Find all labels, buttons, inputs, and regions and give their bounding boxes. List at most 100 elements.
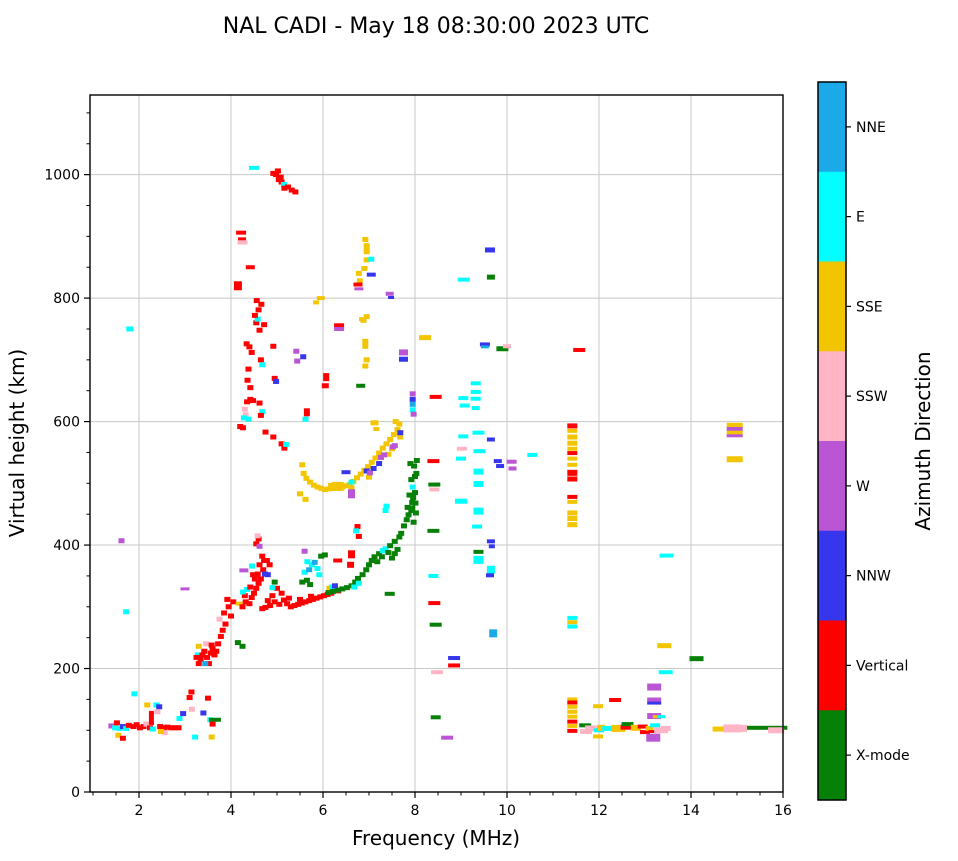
- data-point: [309, 596, 316, 602]
- data-point: [384, 591, 395, 596]
- colorbar-tick-label: SSW: [856, 389, 888, 405]
- data-point: [239, 643, 246, 649]
- data-point: [250, 398, 257, 404]
- data-point: [208, 717, 221, 722]
- data-point: [334, 587, 341, 593]
- data-point: [149, 726, 156, 732]
- data-point: [411, 474, 418, 480]
- data-point: [186, 695, 193, 701]
- data-point: [283, 441, 290, 447]
- data-point: [208, 734, 215, 740]
- colorbar-tick-label: X-mode: [856, 748, 910, 764]
- data-point: [352, 579, 359, 585]
- gridlines: [90, 95, 784, 793]
- data-point: [176, 716, 183, 722]
- data-point: [567, 434, 578, 440]
- data-point: [222, 621, 229, 627]
- data-point: [647, 697, 662, 703]
- data-point: [579, 723, 592, 728]
- data-point: [278, 590, 285, 596]
- data-point: [239, 604, 246, 610]
- data-point: [356, 383, 366, 388]
- data-point: [192, 734, 199, 740]
- data-point: [158, 728, 165, 734]
- x-tick-label: 6: [319, 803, 328, 819]
- data-point: [567, 723, 578, 728]
- data-point: [207, 650, 214, 656]
- data-point: [273, 378, 280, 384]
- data-point: [726, 456, 743, 463]
- y-tick-label: 200: [53, 662, 80, 678]
- data-point: [368, 557, 375, 563]
- data-point: [259, 553, 266, 559]
- data-point: [363, 314, 370, 320]
- data-point: [567, 499, 578, 504]
- data-point: [225, 604, 232, 610]
- colorbar-tick-label: E: [856, 210, 865, 226]
- data-point: [241, 593, 248, 599]
- data-point: [359, 572, 366, 578]
- data-point: [116, 725, 123, 731]
- data-point: [373, 426, 380, 431]
- data-point: [239, 589, 246, 595]
- data-point: [567, 714, 578, 719]
- data-point: [298, 600, 305, 606]
- data-point: [299, 462, 306, 468]
- data-point: [311, 559, 318, 565]
- colorbar-segment: [818, 171, 846, 262]
- data-point: [264, 572, 271, 578]
- colorbar-segment: [818, 82, 846, 173]
- data-point: [255, 536, 262, 542]
- data-point: [431, 670, 444, 675]
- data-point: [429, 622, 442, 627]
- data-point: [458, 434, 469, 439]
- data-point: [123, 609, 130, 615]
- data-point: [300, 354, 307, 360]
- data-point: [363, 257, 370, 263]
- data-point: [376, 461, 383, 467]
- data-point: [496, 464, 505, 469]
- data-point: [484, 247, 495, 253]
- data-point: [302, 496, 309, 502]
- data-point: [567, 423, 578, 429]
- x-tick-label: 2: [135, 803, 144, 819]
- data-point: [397, 430, 404, 436]
- data-point: [412, 510, 419, 516]
- data-point: [353, 528, 360, 534]
- data-point: [318, 553, 325, 559]
- data-point: [227, 613, 234, 619]
- data-point: [370, 420, 379, 426]
- data-point: [409, 505, 416, 511]
- colorbar-segment: [818, 261, 846, 352]
- data-point: [342, 483, 349, 489]
- data-point: [620, 724, 633, 730]
- data-point: [242, 599, 249, 605]
- plot-frame: [89, 94, 784, 793]
- data-point: [224, 596, 231, 602]
- data-point: [768, 727, 785, 734]
- data-point: [355, 580, 362, 586]
- data-point: [354, 524, 361, 530]
- colorbar-segment: [818, 620, 846, 711]
- colorbar-segment: [818, 351, 846, 442]
- x-axis-ticks: 2 4 6 8 10 12 14 16: [92, 792, 792, 819]
- data-point: [274, 168, 281, 174]
- data-point: [175, 725, 182, 731]
- data-point: [410, 411, 417, 417]
- data-point: [314, 566, 321, 572]
- data-point: [126, 326, 134, 332]
- data-point: [385, 451, 392, 457]
- data-point: [280, 597, 287, 603]
- data-point: [368, 256, 375, 262]
- data-point: [567, 451, 578, 456]
- data-point: [396, 421, 403, 427]
- data-point: [362, 338, 369, 349]
- data-point: [271, 375, 278, 381]
- colorbar-tick-label: NNE: [856, 120, 886, 136]
- data-point: [472, 524, 483, 529]
- data-point: [244, 587, 251, 593]
- data-point: [580, 728, 593, 734]
- data-point: [398, 530, 405, 536]
- data-point: [573, 347, 586, 352]
